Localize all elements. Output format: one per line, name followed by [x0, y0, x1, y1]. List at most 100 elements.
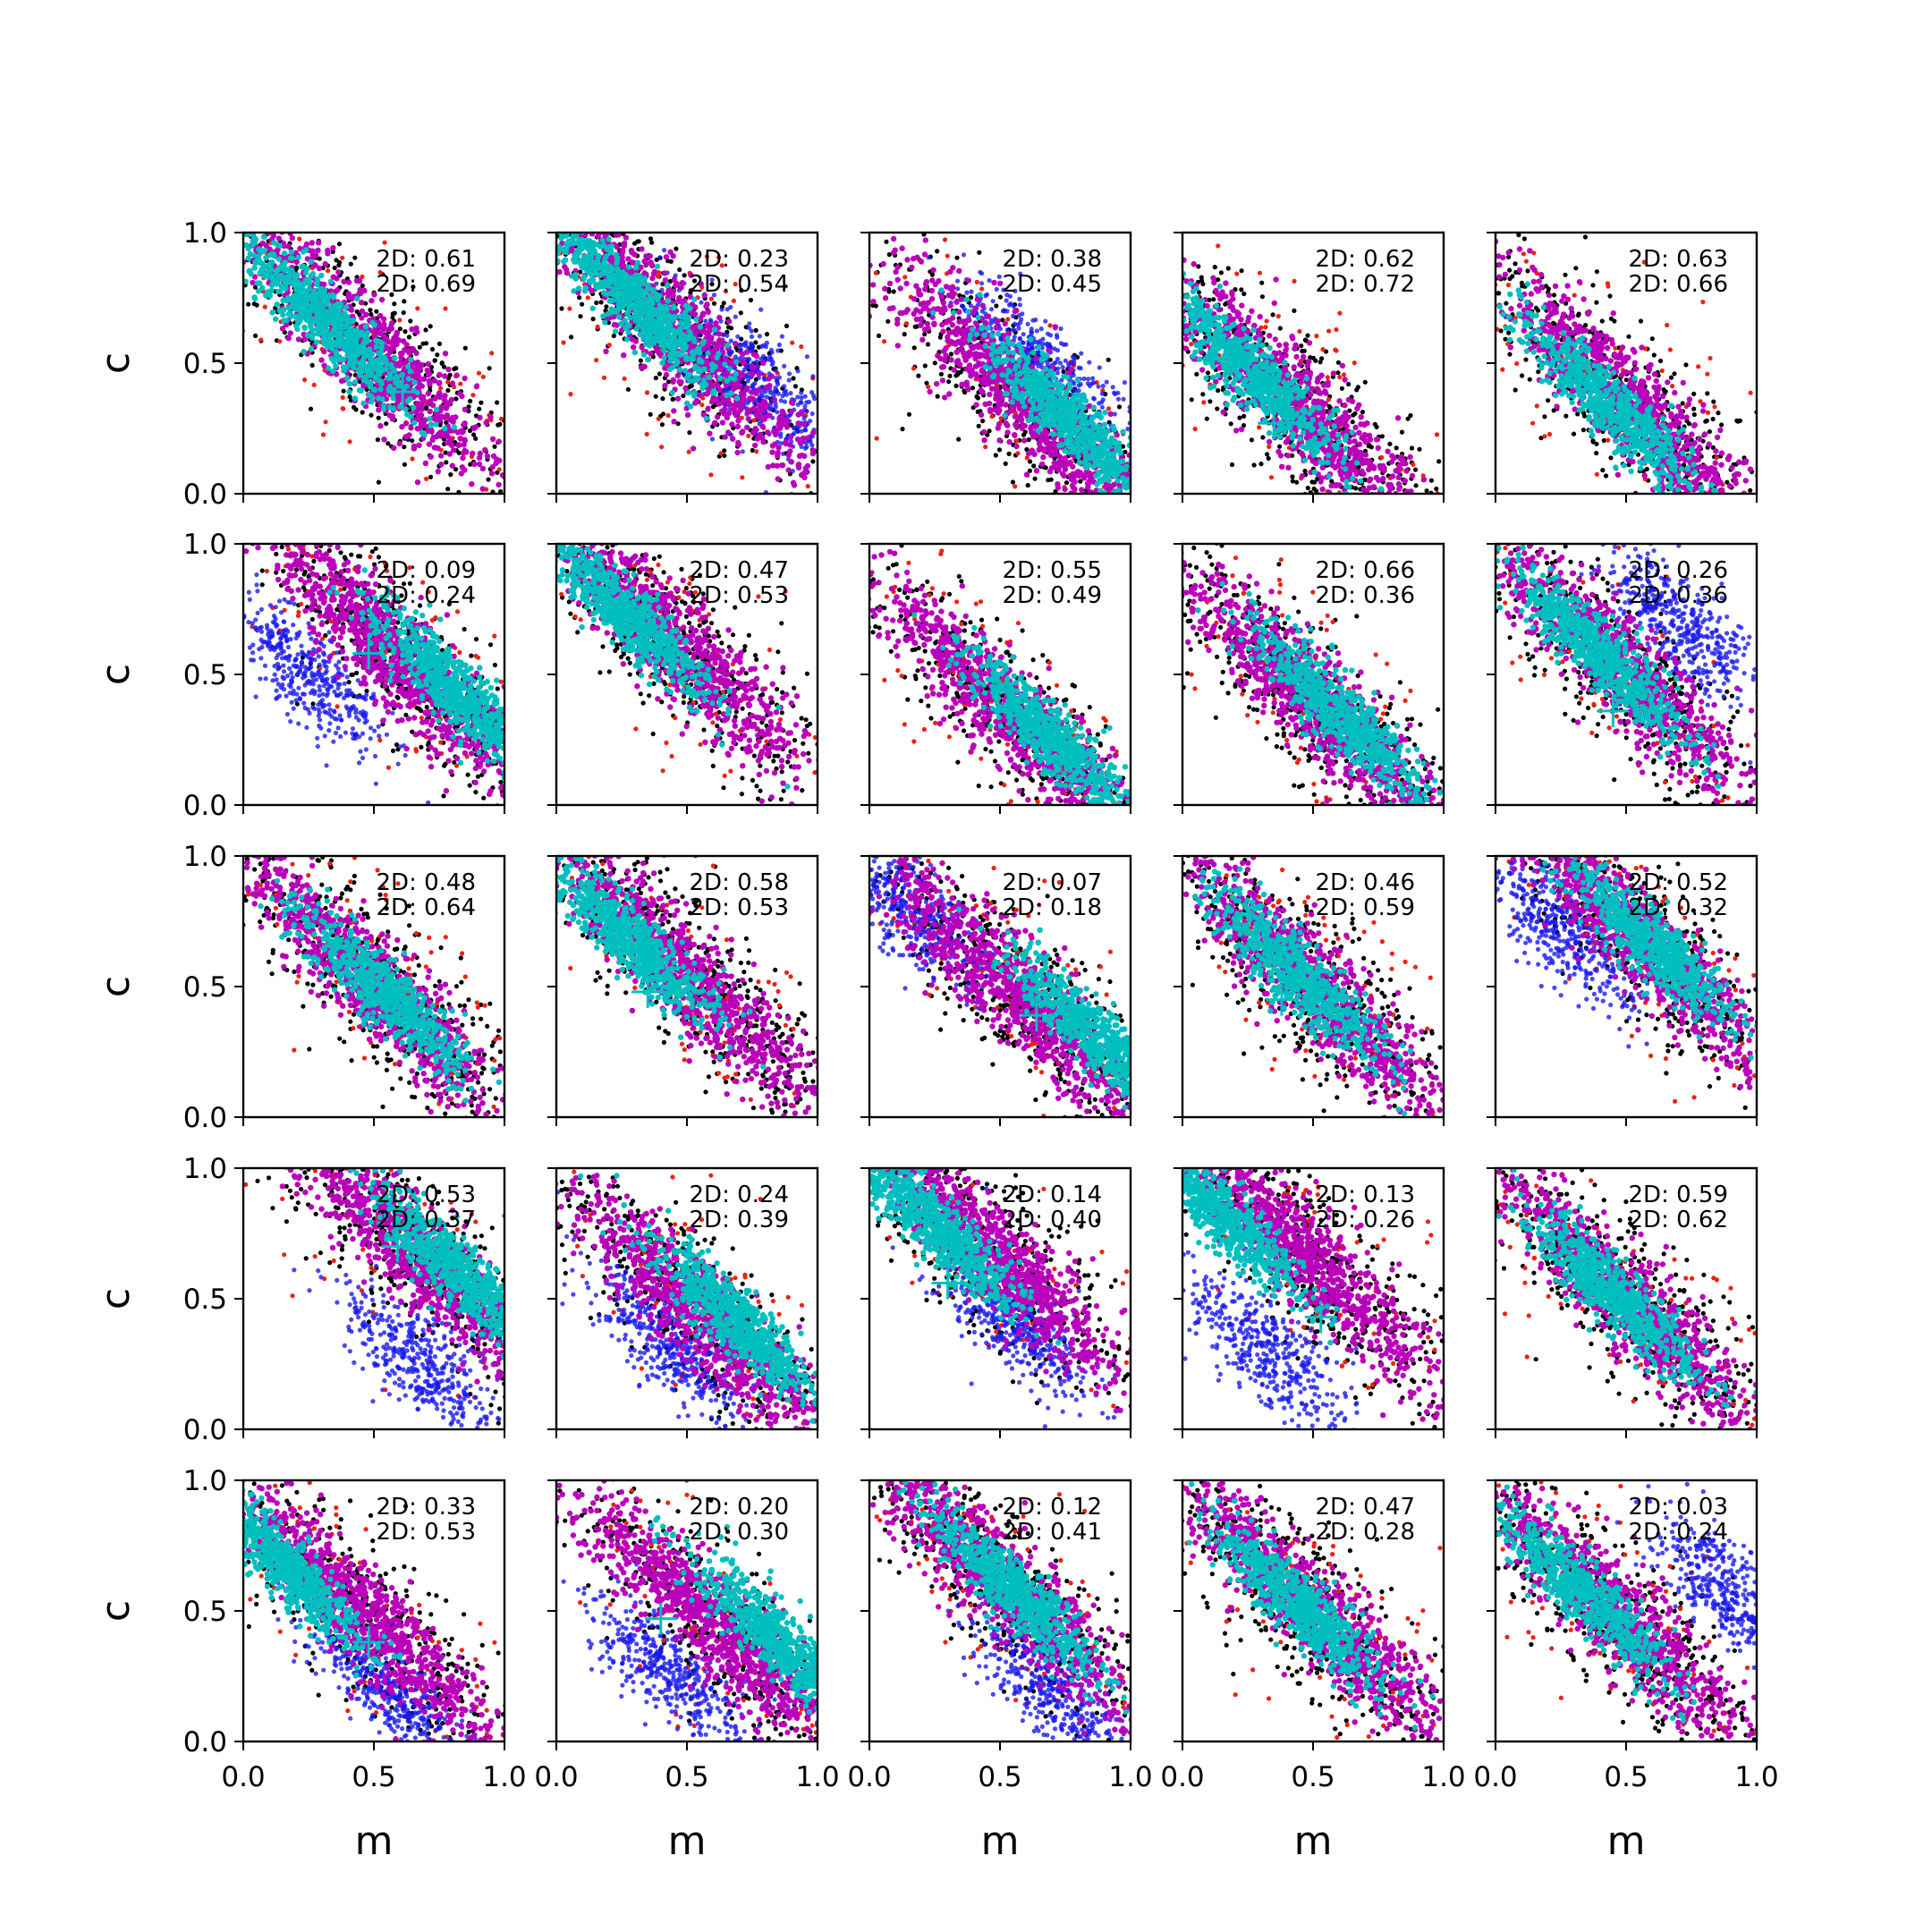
- data-point-magenta: [713, 320, 718, 326]
- data-point-magenta: [765, 429, 770, 435]
- data-point-magenta: [801, 475, 807, 480]
- data-point-blue: [761, 354, 766, 359]
- data-point-magenta: [411, 109, 416, 114]
- data-point-cyan: [537, 234, 542, 240]
- data-point-black: [202, 259, 207, 264]
- data-point-red: [790, 341, 794, 345]
- data-point-cyan: [289, 255, 294, 260]
- data-point-black: [648, 412, 653, 417]
- data-point-black: [292, 216, 296, 220]
- data-point-blue: [741, 343, 745, 347]
- data-point-magenta: [746, 409, 751, 414]
- data-point-cyan: [565, 219, 571, 225]
- data-point-black: [576, 473, 580, 478]
- data-point-blue: [725, 307, 730, 311]
- data-point-black: [553, 217, 557, 222]
- data-point-blue: [800, 395, 804, 400]
- data-point-cyan: [294, 273, 300, 278]
- data-point-black: [506, 204, 511, 208]
- data-point-magenta: [455, 443, 461, 448]
- data-point-red: [470, 393, 475, 397]
- data-point-black: [810, 503, 815, 507]
- data-point-red: [383, 241, 387, 245]
- data-point-magenta: [496, 482, 501, 487]
- data-point-red: [312, 383, 317, 387]
- data-point-cyan: [277, 288, 283, 293]
- data-point-magenta: [309, 240, 315, 245]
- data-point-magenta: [224, 178, 229, 183]
- data-point-magenta: [671, 289, 676, 294]
- data-point-cyan: [709, 361, 715, 367]
- data-point-blue: [775, 348, 780, 352]
- data-point-magenta: [644, 261, 649, 267]
- data-point-magenta: [629, 248, 634, 253]
- data-point-magenta: [462, 407, 468, 412]
- data-point-magenta: [376, 330, 381, 335]
- data-point-magenta: [313, 252, 318, 258]
- data-point-cyan: [505, 171, 511, 176]
- data-point-magenta: [810, 448, 816, 453]
- data-point-blue: [821, 437, 826, 442]
- data-point-magenta: [556, 189, 562, 194]
- data-point-black: [392, 301, 396, 306]
- data-point-red: [348, 439, 352, 444]
- data-point-magenta: [442, 393, 447, 398]
- data-point-magenta: [733, 341, 738, 346]
- data-point-blue: [828, 391, 833, 395]
- data-point-black: [218, 259, 223, 264]
- data-point-blue: [760, 394, 765, 398]
- data-point-red: [645, 390, 649, 394]
- data-point-black: [191, 124, 196, 129]
- data-point-red: [551, 239, 555, 243]
- data-point-magenta: [829, 443, 835, 448]
- data-point-black: [453, 366, 458, 370]
- data-point-magenta: [415, 365, 420, 370]
- data-point-blue: [758, 334, 762, 338]
- data-point-red: [478, 137, 482, 141]
- data-point-cyan: [366, 372, 371, 377]
- data-point-magenta: [416, 443, 421, 448]
- data-point-cyan: [624, 336, 630, 342]
- data-point-magenta: [233, 236, 239, 242]
- data-point-cyan: [614, 252, 619, 258]
- data-point-magenta: [323, 261, 328, 267]
- data-point-cyan: [665, 312, 671, 318]
- data-point-red: [535, 474, 539, 479]
- data-point-magenta: [729, 421, 734, 427]
- data-point-black: [246, 302, 250, 307]
- data-point-red: [594, 358, 598, 362]
- data-point-red: [397, 318, 402, 322]
- data-point-magenta: [123, 163, 128, 168]
- data-point-magenta: [746, 416, 751, 421]
- data-point-black: [591, 317, 596, 321]
- data-point-magenta: [255, 223, 260, 228]
- data-point-magenta: [540, 168, 546, 174]
- data-point-black: [826, 514, 831, 519]
- data-point-cyan: [549, 178, 555, 183]
- data-point-cyan: [674, 330, 680, 335]
- data-point-blue: [762, 376, 767, 380]
- data-point-cyan: [570, 225, 575, 230]
- data-point-magenta: [420, 394, 426, 400]
- data-point-magenta: [222, 172, 227, 177]
- data-point-red: [533, 198, 538, 202]
- data-point-magenta: [515, 497, 521, 503]
- stat-line-1: 2D: 0.61: [377, 246, 476, 273]
- data-point-red: [118, 151, 123, 156]
- data-point-magenta: [436, 381, 442, 386]
- data-point-cyan: [325, 313, 330, 318]
- data-point-red: [272, 148, 276, 153]
- data-point-black: [824, 388, 828, 393]
- data-point-magenta: [621, 352, 626, 358]
- data-point-cyan: [360, 401, 366, 406]
- data-point-magenta: [622, 241, 627, 246]
- data-point-black: [834, 515, 838, 520]
- data-point-cyan: [259, 219, 265, 225]
- data-point-black: [433, 71, 437, 75]
- data-point-black: [856, 498, 860, 503]
- data-point-cyan: [589, 266, 594, 271]
- data-point-black: [729, 326, 733, 330]
- data-point-cyan: [682, 368, 688, 373]
- data-point-cyan: [592, 218, 597, 224]
- data-point-magenta: [275, 224, 281, 229]
